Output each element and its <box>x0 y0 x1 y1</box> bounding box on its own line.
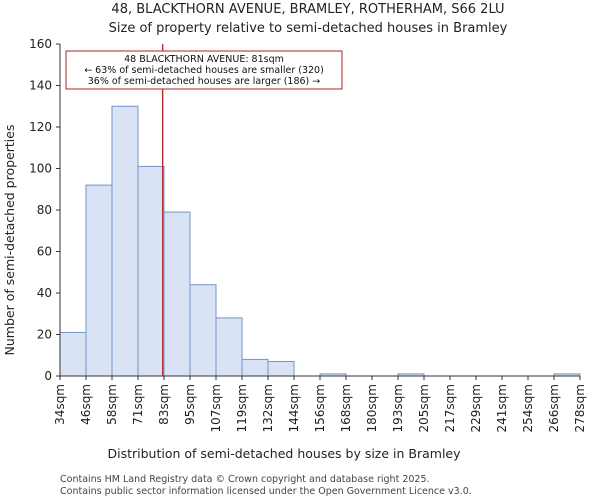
histogram-bar <box>267 360 295 377</box>
x-tick-label: 144sqm <box>287 384 301 432</box>
x-tick-label: 229sqm <box>469 384 483 432</box>
histogram-bar <box>111 105 139 377</box>
annotation-box <box>65 50 343 90</box>
annotation-line-2: ← 63% of semi-detached houses are smalle… <box>84 65 324 76</box>
x-tick-label: 193sqm <box>391 384 405 432</box>
x-tick-label: 58sqm <box>105 384 119 425</box>
y-tick-label: 60 <box>37 245 52 259</box>
x-tick-label: 241sqm <box>495 384 509 432</box>
histogram-bar <box>189 284 217 377</box>
y-tick-label: 40 <box>37 286 52 300</box>
x-axis-label: Distribution of semi-detached houses by … <box>107 446 461 461</box>
x-tick-label: 46sqm <box>79 384 93 425</box>
chart-title: 48, BLACKTHORN AVENUE, BRAMLEY, ROTHERHA… <box>111 2 504 17</box>
x-tick-label: 254sqm <box>521 384 535 432</box>
x-tick-label: 132sqm <box>261 384 275 432</box>
y-tick-label: 20 <box>37 328 52 342</box>
bars-group <box>59 105 581 377</box>
x-tick-label: 34sqm <box>53 384 67 425</box>
histogram-bar <box>215 317 243 377</box>
histogram-bar <box>137 165 165 377</box>
x-tick-label: 266sqm <box>547 384 561 432</box>
footer-line-1: Contains HM Land Registry data © Crown c… <box>60 474 430 485</box>
y-tick-label: 120 <box>29 120 52 134</box>
histogram-bar <box>59 331 87 377</box>
histogram-bar <box>85 184 113 377</box>
x-tick-label: 95sqm <box>183 384 197 425</box>
y-tick-label: 160 <box>29 37 52 51</box>
y-axis-label: Number of semi-detached properties <box>2 125 17 356</box>
x-tick-label: 205sqm <box>417 384 431 432</box>
y-axis-ticks: 0 20 40 60 80 100 120 140 160 <box>29 37 60 383</box>
x-tick-label: 119sqm <box>235 384 249 432</box>
footer-line-2: Contains public sector information licen… <box>60 486 472 497</box>
x-tick-label: 83sqm <box>157 384 171 425</box>
x-tick-label: 168sqm <box>339 384 353 432</box>
x-tick-label: 180sqm <box>365 384 379 432</box>
x-tick-label: 217sqm <box>443 384 457 432</box>
x-tick-label: 71sqm <box>131 384 145 425</box>
histogram-bar <box>241 358 269 377</box>
x-tick-label: 278sqm <box>573 384 587 432</box>
histogram-bar <box>163 211 191 377</box>
x-tick-label: 107sqm <box>209 384 223 432</box>
y-tick-label: 0 <box>44 369 52 383</box>
y-tick-label: 140 <box>29 79 52 93</box>
y-tick-label: 100 <box>29 162 52 176</box>
x-axis-ticks: 34sqm 46sqm 58sqm 71sqm 83sqm 95sqm 107sqm 119s… <box>53 376 587 432</box>
annotation-line-1: 48 BLACKTHORN AVENUE: 81sqm <box>124 54 284 65</box>
chart-subtitle: Size of property relative to semi-detach… <box>109 21 508 36</box>
y-tick-label: 80 <box>37 203 52 217</box>
x-tick-label: 156sqm <box>313 384 327 432</box>
annotation-line-3: 36% of semi-detached houses are larger (… <box>88 76 321 87</box>
